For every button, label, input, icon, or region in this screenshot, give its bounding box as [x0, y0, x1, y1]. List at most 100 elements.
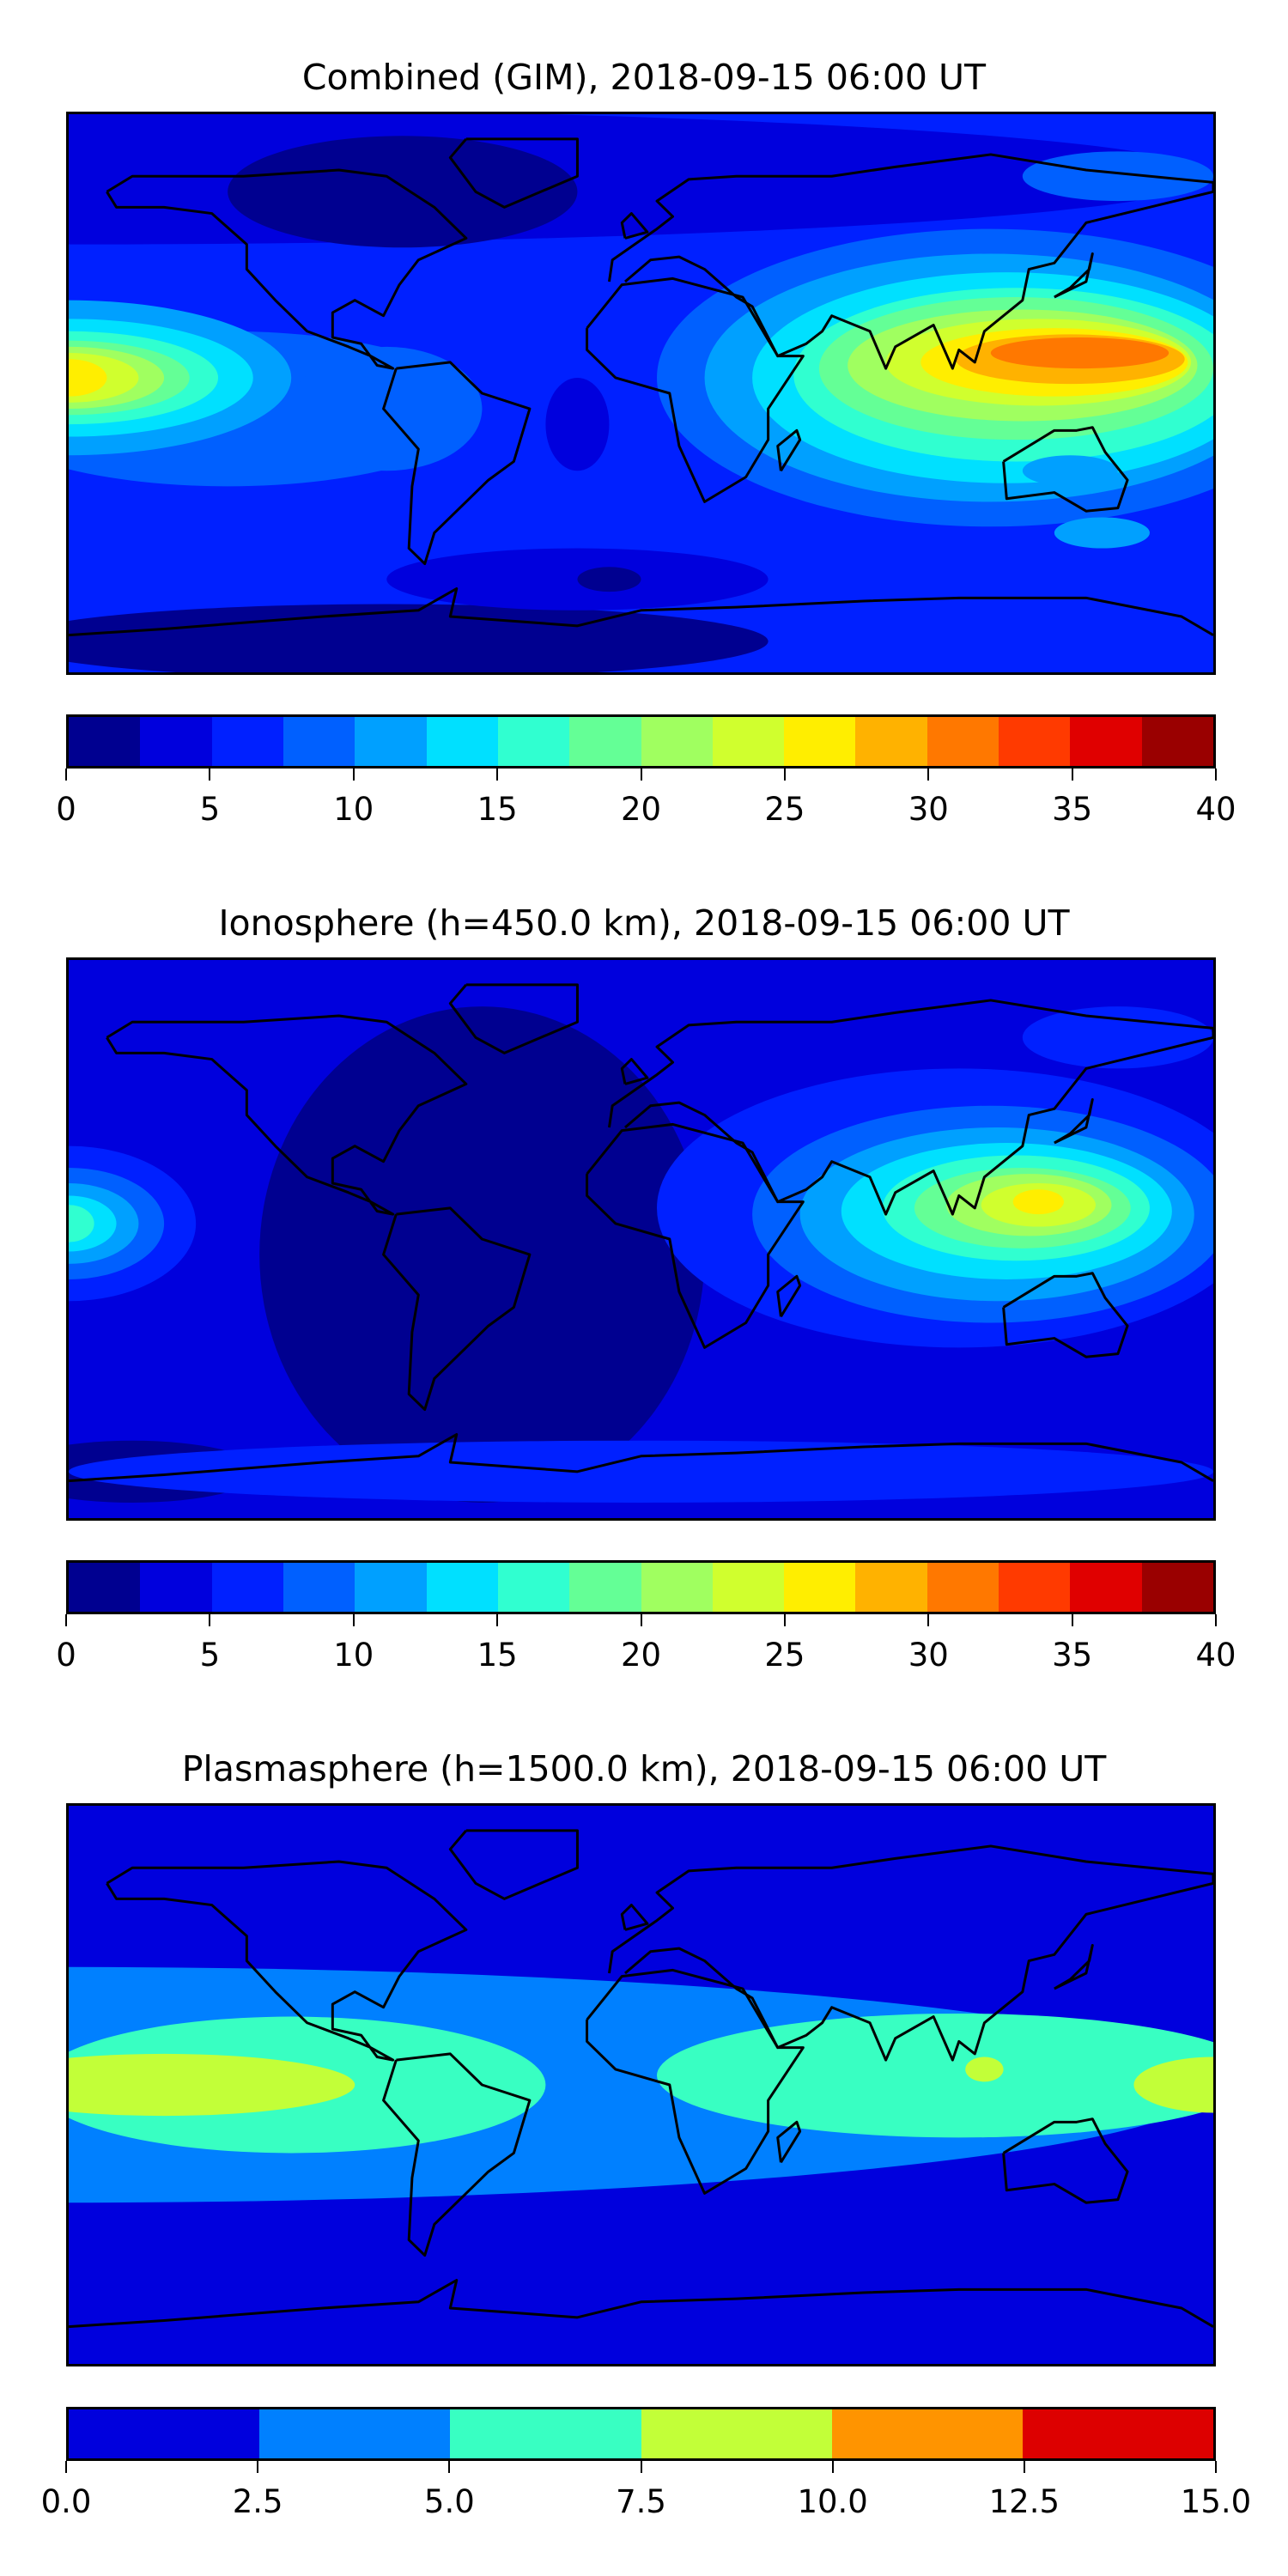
colorbar-level-9 [712, 1563, 785, 1612]
colorbar-level-8 [641, 717, 713, 766]
contour-region-level-1 [386, 548, 769, 611]
coastline [1004, 2119, 1127, 2203]
coastline [1054, 254, 1092, 298]
contour-region-level-3 [965, 2057, 1004, 2082]
colorbar-level-8 [641, 1563, 713, 1612]
contour-region-level-4 [1054, 517, 1150, 549]
colorbar-level-0 [69, 717, 141, 766]
colorbar-level-15 [1141, 1563, 1213, 1612]
colorbar-level-2 [450, 2409, 641, 2458]
colorbar-tick-label: 5 [199, 791, 221, 828]
colorbar-level-4 [355, 1563, 427, 1612]
colorbar-level-12 [927, 717, 999, 766]
coastline [778, 2122, 800, 2162]
coastline [587, 1124, 804, 1347]
chart-title: Combined (GIM), 2018-09-15 06:00 UT [301, 57, 987, 98]
colorbar-level-3 [283, 1563, 355, 1612]
colorbar-tick [640, 769, 642, 781]
colorbar-tick-label: 35 [1052, 1637, 1093, 1674]
map-plot [66, 112, 1216, 675]
colorbar-tick-label: 5 [199, 1637, 221, 1674]
contour-region-level-12 [990, 337, 1170, 369]
contour-region-level-0 [577, 567, 641, 592]
contour-region-level-3 [1022, 151, 1213, 202]
colorbar-level-0 [69, 2409, 260, 2458]
colorbar-level-11 [855, 717, 927, 766]
contour-region-level-0 [228, 136, 578, 248]
coastline [1054, 1946, 1092, 1990]
colorbar [66, 2407, 1216, 2461]
map-plot [66, 957, 1216, 1521]
colorbar-tick [65, 1614, 67, 1626]
colorbar-tick-label: 25 [764, 1637, 805, 1674]
colorbar-level-10 [784, 1563, 856, 1612]
contour-region-level-10 [1012, 1189, 1064, 1215]
colorbar-level-14 [1070, 717, 1142, 766]
colorbar-tick-label: 5.0 [423, 2483, 475, 2520]
coastline [106, 170, 465, 368]
colorbar-level-6 [497, 717, 570, 766]
colorbar-level-3 [283, 717, 355, 766]
colorbar-tick [448, 2461, 451, 2473]
colorbar-tick-label: 40 [1195, 1637, 1236, 1674]
coastline [106, 1016, 465, 1214]
colorbar-level-2 [211, 717, 283, 766]
colorbar-level-0 [69, 1563, 141, 1612]
colorbar-tick-label: 0 [56, 791, 76, 828]
colorbar-tick [257, 2461, 259, 2473]
contour-region-level-6 [69, 1205, 94, 1242]
colorbar-tick-label: 20 [620, 1637, 662, 1674]
colorbar-tick [209, 1614, 211, 1626]
coastline [384, 2054, 530, 2256]
colorbar-level-3 [641, 2409, 832, 2458]
colorbar-level-5 [1022, 2409, 1214, 2458]
colorbar-tick [783, 769, 786, 781]
colorbar-level-1 [140, 1563, 212, 1612]
coastline [450, 1831, 577, 1899]
contour-region-level-2 [69, 2016, 546, 2154]
colorbar-tick-label: 10 [333, 791, 374, 828]
colorbar-tick [1023, 2461, 1025, 2473]
contour-map [69, 114, 1213, 672]
colorbar-tick [640, 2461, 642, 2473]
coastline [622, 1060, 647, 1084]
contour-region-level-2 [69, 1440, 1213, 1503]
coastline [609, 155, 1213, 368]
colorbar-tick-label: 20 [620, 791, 662, 828]
contour-region-level-3 [1133, 2057, 1213, 2113]
colorbar-tick-label: 10 [333, 1637, 374, 1674]
colorbar [66, 714, 1216, 769]
colorbar-tick-label: 30 [908, 791, 949, 828]
coastline [622, 1905, 647, 1930]
contour-region-level-2 [657, 2013, 1213, 2138]
contour-region-level-3 [291, 346, 483, 471]
colorbar-level-9 [712, 717, 785, 766]
coastline [69, 1435, 1213, 1481]
coastline [587, 278, 804, 501]
coastline [69, 589, 1213, 635]
contour-map [69, 960, 1213, 1518]
colorbar-tick-label: 35 [1052, 791, 1093, 828]
contour-region-level-2 [1022, 1006, 1213, 1069]
coastline [450, 139, 577, 207]
colorbar-level-1 [259, 2409, 451, 2458]
colorbar-tick [783, 1614, 786, 1626]
coastline [778, 1276, 800, 1316]
colorbar-tick [640, 1614, 642, 1626]
contour-region-level-0 [259, 1006, 705, 1503]
colorbar-tick [65, 2461, 67, 2473]
colorbar-tick-label: 12.5 [988, 2483, 1060, 2520]
contour-map [69, 1806, 1213, 2364]
colorbar-tick [1071, 1614, 1073, 1626]
coastline [1004, 428, 1127, 512]
colorbar-tick [927, 1614, 930, 1626]
colorbar-tick-label: 25 [764, 791, 805, 828]
coastline [384, 362, 530, 564]
coastline [1004, 1273, 1127, 1358]
colorbar-tick-label: 7.5 [616, 2483, 666, 2520]
colorbar-level-7 [569, 717, 641, 766]
contour-region-level-3 [69, 2053, 355, 2117]
colorbar-tick [209, 769, 211, 781]
colorbar-level-1 [140, 717, 212, 766]
colorbar-ticks: 0.0 2.5 5.0 7.5 10.0 12.5 15.0 [41, 2461, 1251, 2530]
